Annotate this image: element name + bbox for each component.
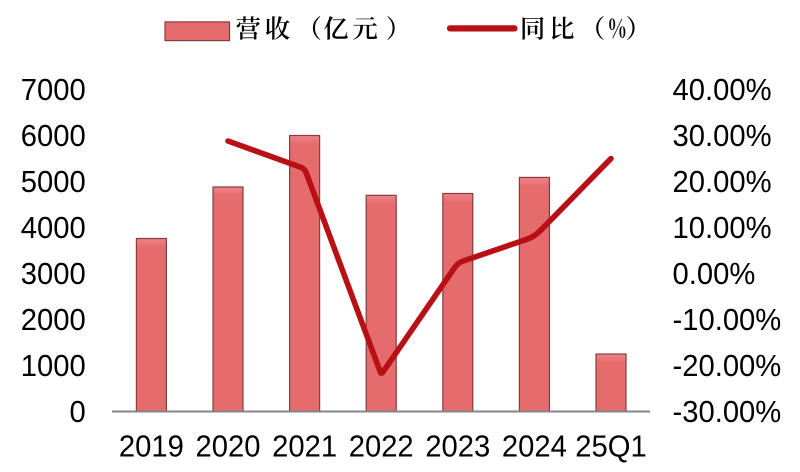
svg-text:7000: 7000 [21,74,86,108]
svg-text:0: 0 [69,396,85,430]
svg-text:5000: 5000 [21,166,86,200]
svg-text:0.00%: 0.00% [673,258,756,292]
svg-text:2022: 2022 [349,430,414,464]
svg-text:2019: 2019 [119,430,184,464]
svg-text:2020: 2020 [196,430,261,464]
svg-text:-30.00%: -30.00% [673,396,782,430]
svg-text:2023: 2023 [425,430,490,464]
svg-text:30.00%: 30.00% [673,120,772,154]
svg-text:20.00%: 20.00% [673,166,772,200]
svg-text:25Q1: 25Q1 [575,430,646,464]
svg-text:10.00%: 10.00% [673,212,772,246]
svg-text:2000: 2000 [21,304,86,338]
svg-text:2024: 2024 [502,430,567,464]
svg-text:4000: 4000 [21,212,86,246]
svg-text:40.00%: 40.00% [673,74,772,108]
svg-text:6000: 6000 [21,120,86,154]
svg-text:1000: 1000 [21,350,86,384]
svg-text:2021: 2021 [272,430,337,464]
svg-text:-20.00%: -20.00% [673,350,782,384]
svg-text:3000: 3000 [21,258,86,292]
svg-text:-10.00%: -10.00% [673,304,782,338]
